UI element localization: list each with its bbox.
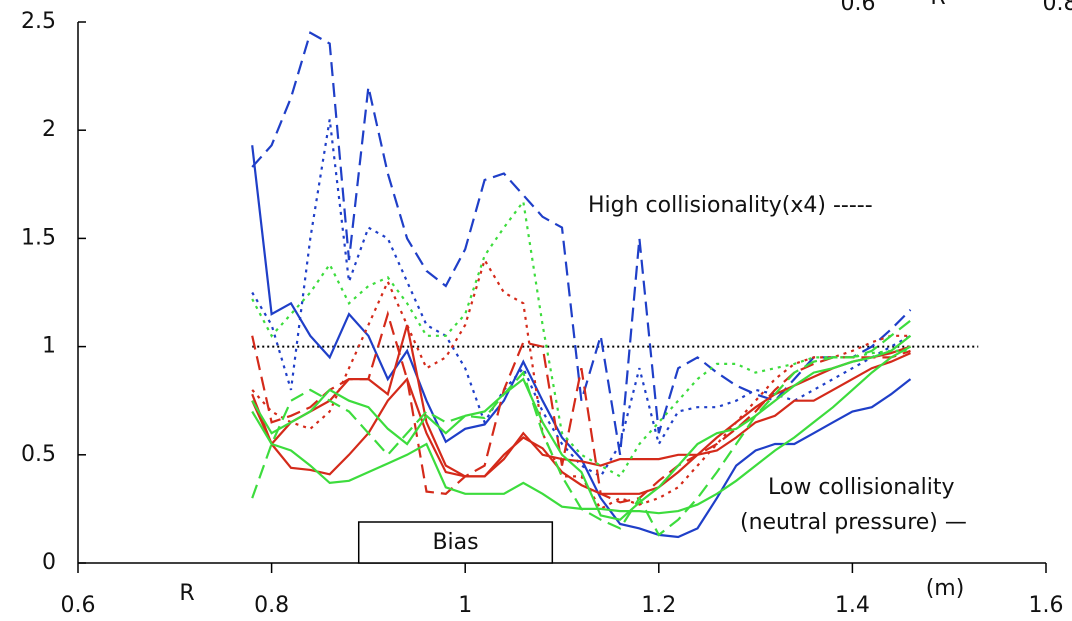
y-tick-label: 2 xyxy=(42,117,56,142)
x-tick-label: 1 xyxy=(458,593,472,618)
annotation: High collisionality(x4) ----- xyxy=(588,193,873,218)
x-tick-label: 0.6 xyxy=(61,593,96,618)
series-line xyxy=(251,345,911,495)
x-tick-label: 1.4 xyxy=(835,593,870,618)
series-line xyxy=(251,198,911,478)
series-line xyxy=(251,257,911,511)
y-tick-label: 1.5 xyxy=(21,225,56,250)
inset-label: 0.6 xyxy=(841,0,876,16)
x-axis-unit: (m) xyxy=(926,576,965,601)
y-tick-label: 0 xyxy=(42,550,56,575)
bias-box xyxy=(357,521,554,564)
annotation: Low collisionality xyxy=(768,475,955,500)
x-axis-label: R xyxy=(179,581,194,606)
annotation: (neutral pressure) — xyxy=(740,510,967,535)
inset-label: 0.8 xyxy=(1043,0,1072,16)
series-line xyxy=(251,145,912,539)
series-line xyxy=(251,310,911,504)
y-tick-label: 1 xyxy=(42,334,56,359)
series-line xyxy=(251,334,912,521)
series-line xyxy=(251,319,912,537)
x-tick-label: 1.2 xyxy=(641,593,676,618)
x-tick-label: 1.6 xyxy=(1029,593,1064,618)
y-tick-label: 0.5 xyxy=(21,442,56,467)
series-line xyxy=(251,31,912,455)
bias-label: Bias xyxy=(432,530,478,555)
x-tick-label: 0.8 xyxy=(254,593,289,618)
y-tick-label: 2.5 xyxy=(21,9,56,34)
inset-label: R xyxy=(930,0,945,10)
